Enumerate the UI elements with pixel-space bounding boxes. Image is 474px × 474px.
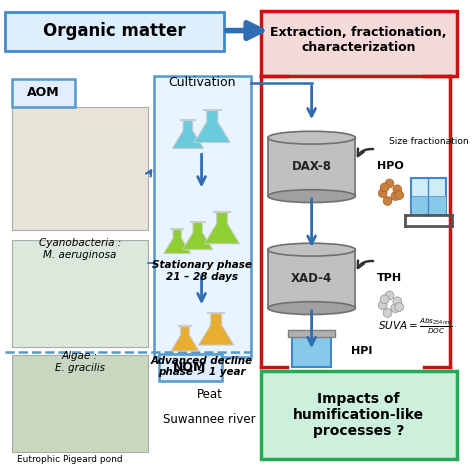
- Circle shape: [378, 301, 387, 310]
- Bar: [12, 240, 148, 347]
- Bar: [159, 354, 222, 381]
- Circle shape: [391, 304, 400, 312]
- Text: HPO: HPO: [377, 161, 403, 171]
- Text: Organic matter: Organic matter: [43, 22, 185, 39]
- Polygon shape: [199, 313, 234, 345]
- Text: Suwannee river: Suwannee river: [163, 412, 255, 426]
- Text: DAX-8: DAX-8: [292, 160, 332, 173]
- Bar: [411, 178, 446, 215]
- Circle shape: [391, 191, 400, 201]
- Bar: [288, 329, 335, 337]
- Circle shape: [380, 183, 389, 191]
- Circle shape: [395, 303, 404, 311]
- Text: XAD-4: XAD-4: [291, 273, 332, 285]
- Text: $SUVA = \frac{Abs_{254nm}}{DOC}$: $SUVA = \frac{Abs_{254nm}}{DOC}$: [378, 317, 452, 337]
- Bar: [12, 79, 75, 107]
- Ellipse shape: [268, 131, 356, 144]
- Bar: [411, 196, 446, 215]
- Polygon shape: [194, 110, 230, 143]
- Circle shape: [393, 185, 401, 194]
- Polygon shape: [171, 326, 199, 351]
- Circle shape: [393, 297, 401, 306]
- Text: AOM: AOM: [27, 86, 59, 100]
- Bar: [268, 137, 356, 196]
- Circle shape: [383, 309, 392, 317]
- Text: Cultivation: Cultivation: [168, 76, 235, 89]
- Text: Algae :
E. gracilis: Algae : E. gracilis: [55, 351, 105, 373]
- Circle shape: [395, 191, 404, 200]
- Polygon shape: [204, 212, 239, 244]
- Text: NOM: NOM: [173, 361, 207, 374]
- Bar: [12, 355, 148, 452]
- Circle shape: [385, 291, 394, 300]
- Circle shape: [380, 295, 389, 304]
- Polygon shape: [182, 222, 213, 250]
- Circle shape: [378, 189, 387, 198]
- Bar: [261, 11, 456, 76]
- Polygon shape: [173, 120, 203, 148]
- Ellipse shape: [268, 190, 356, 202]
- Circle shape: [383, 197, 392, 205]
- Text: Stationary phase
21 – 28 days: Stationary phase 21 – 28 days: [152, 260, 252, 282]
- Polygon shape: [164, 229, 191, 254]
- Bar: [268, 250, 356, 308]
- Text: Peat: Peat: [196, 388, 222, 401]
- Bar: [292, 337, 331, 366]
- Bar: [261, 371, 456, 459]
- Circle shape: [385, 179, 394, 188]
- Text: HPI: HPI: [351, 346, 372, 356]
- Text: Impacts of
humification-like
processes ?: Impacts of humification-like processes ?: [293, 392, 424, 438]
- Text: Extraction, fractionation,
characterization: Extraction, fractionation, characterizat…: [270, 26, 447, 55]
- Text: Eutrophic Pigeard pond: Eutrophic Pigeard pond: [17, 455, 123, 464]
- Text: TPH: TPH: [377, 273, 402, 283]
- Bar: [12, 107, 148, 230]
- Text: Size fractionation: Size fractionation: [389, 137, 468, 146]
- Ellipse shape: [268, 301, 356, 315]
- Bar: [5, 12, 224, 51]
- Bar: [154, 76, 251, 357]
- Text: Cyanobacteria :
M. aeruginosa: Cyanobacteria : M. aeruginosa: [39, 238, 121, 260]
- Text: Advanced decline
phase > 1 year: Advanced decline phase > 1 year: [151, 356, 253, 377]
- Ellipse shape: [268, 243, 356, 256]
